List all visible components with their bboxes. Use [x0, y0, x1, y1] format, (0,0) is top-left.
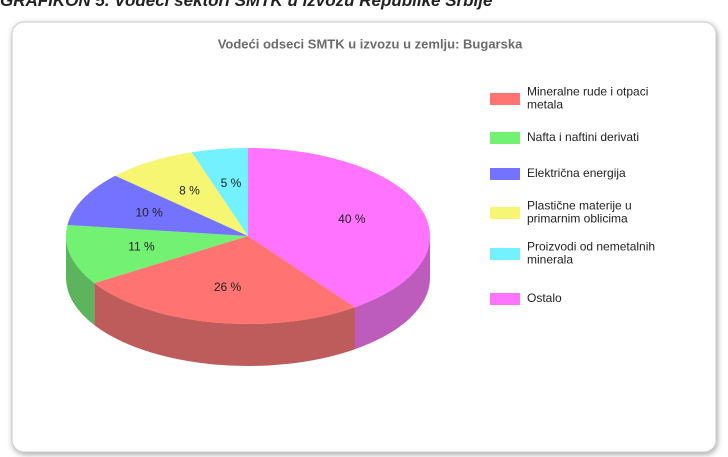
legend-swatch — [490, 248, 520, 260]
legend-label: Mineralne rude i otpaci — [527, 85, 648, 99]
data-label: 26 % — [214, 280, 242, 294]
pie-slice — [248, 148, 431, 308]
data-label: 11 % — [128, 240, 155, 254]
data-label: 40 % — [338, 212, 366, 226]
legend-label: primarnim oblicima — [527, 212, 628, 226]
legend-swatch — [490, 132, 520, 144]
pie-side — [94, 283, 355, 367]
legend-label: Proizvodi od nemetalnih — [527, 240, 655, 254]
pie-slice — [191, 148, 248, 236]
pie-slice — [67, 175, 249, 236]
pie-slice — [94, 236, 355, 325]
legend-swatch — [490, 207, 520, 219]
legend-label: Ostalo — [527, 291, 562, 305]
caption: GRAFIKON 5. Vodeći sektori SMTK u izvozu… — [0, 0, 493, 10]
legend-label: Plastične materije u — [527, 199, 632, 213]
legend-swatch — [490, 293, 520, 305]
legend-label: minerala — [527, 253, 573, 267]
pie-slice — [115, 152, 248, 236]
data-label: 5 % — [221, 176, 242, 190]
legend-swatch — [490, 93, 520, 105]
legend-label: metala — [527, 98, 563, 112]
pie-side — [66, 236, 95, 326]
data-label: 8 % — [179, 184, 200, 198]
pie-side — [354, 236, 430, 350]
chart-title: Vodeći odseci SMTK u izvozu u zemlju: Bu… — [218, 36, 523, 51]
data-label: 10 % — [136, 206, 164, 220]
legend-label: Električna energija — [527, 166, 626, 180]
legend-swatch — [490, 168, 520, 180]
legend-label: Nafta i naftini derivati — [527, 130, 639, 144]
pie-slice — [66, 224, 249, 284]
